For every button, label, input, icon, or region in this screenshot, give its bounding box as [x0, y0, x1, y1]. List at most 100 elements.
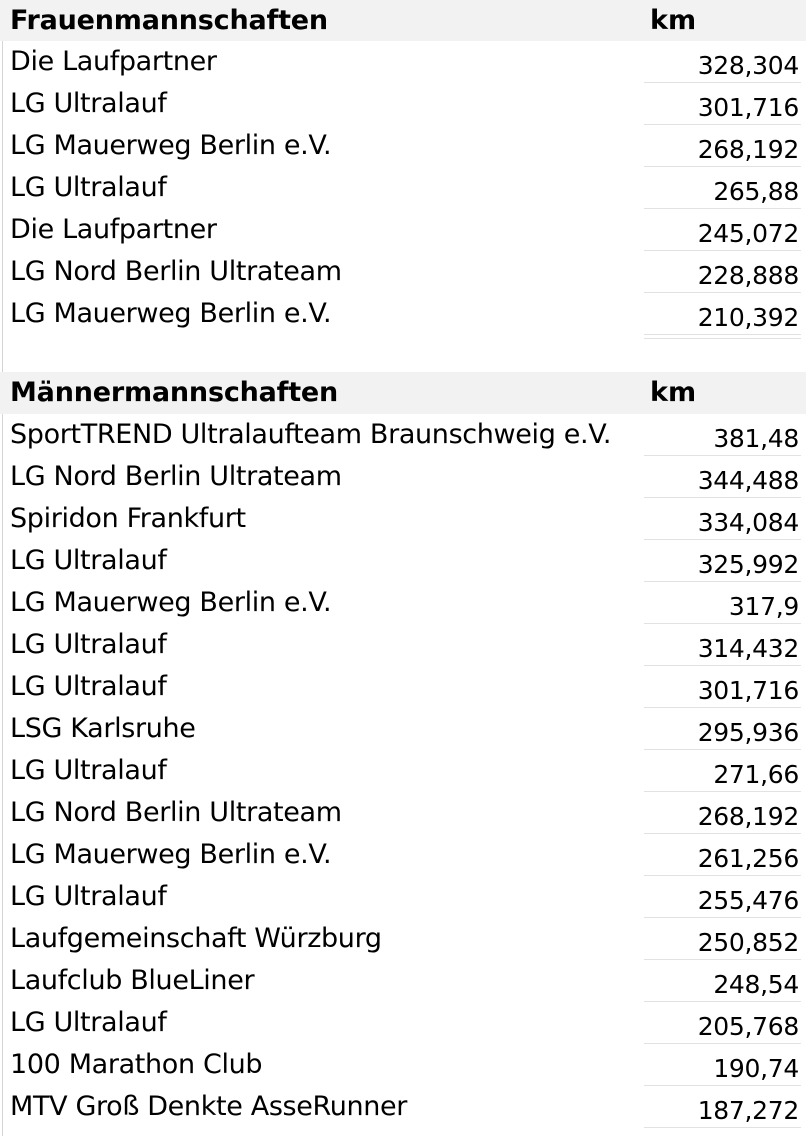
km-cell[interactable]: 295,936 — [644, 708, 801, 750]
team-name-cell[interactable]: LSG Karlsruhe — [10, 713, 196, 744]
team-name-cell[interactable]: Die Laufpartner — [10, 214, 217, 245]
km-value: 255,476 — [697, 886, 800, 915]
team-name-cell[interactable]: LG Mauerweg Berlin e.V. — [10, 587, 332, 618]
team-name-cell[interactable]: LG Nord Berlin Ultrateam — [10, 256, 342, 287]
table-row[interactable]: LG Nord Berlin Ultrateam 228,888 — [0, 251, 806, 293]
women-km-header-cell[interactable]: km — [644, 0, 801, 41]
men-header-row[interactable]: Männermannschaften km — [0, 372, 806, 414]
km-value: 250,852 — [697, 928, 800, 957]
team-name-cell[interactable]: LG Mauerweg Berlin e.V. — [10, 130, 332, 161]
km-value: 271,66 — [713, 760, 799, 789]
km-cell[interactable]: 205,768 — [644, 1002, 801, 1044]
team-name-cell[interactable]: LG Mauerweg Berlin e.V. — [10, 839, 332, 870]
table-row[interactable]: LG Ultralauf 205,768 — [0, 1002, 806, 1044]
km-value: 314,432 — [697, 634, 800, 663]
table-row[interactable]: LG Ultralauf 325,992 — [0, 540, 806, 582]
km-cell[interactable]: 317,9 — [644, 582, 801, 624]
km-value: 261,256 — [697, 844, 800, 873]
km-cell[interactable]: 301,716 — [644, 666, 801, 708]
women-km-header: km — [650, 5, 697, 36]
men-section-title[interactable]: Männermannschaften — [10, 377, 339, 408]
team-name-cell[interactable]: SportTREND Ultralaufteam Braunschweig e.… — [10, 419, 612, 450]
team-name-cell[interactable]: LG Nord Berlin Ultrateam — [10, 461, 342, 492]
km-cell[interactable]: 261,256 — [644, 834, 801, 876]
table-row[interactable]: Laufgemeinschaft Würzburg 250,852 — [0, 918, 806, 960]
table-row[interactable]: LG Nord Berlin Ultrateam 268,192 — [0, 792, 806, 834]
km-cell[interactable]: 255,476 — [644, 876, 801, 918]
km-value: 344,488 — [697, 466, 800, 495]
table-row[interactable]: LG Mauerweg Berlin e.V. 261,256 — [0, 834, 806, 876]
team-name-cell[interactable]: LG Mauerweg Berlin e.V. — [10, 298, 332, 329]
km-cell[interactable]: 250,852 — [644, 918, 801, 960]
table-row[interactable]: LG Ultralauf 255,476 — [0, 876, 806, 918]
team-name-cell[interactable]: LG Nord Berlin Ultrateam — [10, 797, 342, 828]
table-row[interactable]: LG Ultralauf 314,432 — [0, 624, 806, 666]
table-row[interactable]: LG Ultralauf 301,716 — [0, 666, 806, 708]
table-row[interactable]: Die Laufpartner 245,072 — [0, 209, 806, 251]
km-cell[interactable]: 334,084 — [644, 498, 801, 540]
team-name-cell[interactable]: Laufgemeinschaft Würzburg — [10, 923, 382, 954]
team-name-cell[interactable]: LG Ultralauf — [10, 1007, 167, 1038]
km-cell[interactable]: 228,888 — [644, 251, 801, 293]
team-name-cell[interactable]: LG Ultralauf — [10, 629, 167, 660]
team-name-cell[interactable]: LG Ultralauf — [10, 545, 167, 576]
km-value: 265,88 — [713, 177, 799, 206]
km-value: 268,192 — [697, 135, 800, 164]
team-name-cell[interactable]: Spiridon Frankfurt — [10, 503, 246, 534]
km-cell[interactable]: 301,716 — [644, 83, 801, 125]
km-value: 187,272 — [697, 1096, 800, 1125]
table-row[interactable]: SportTREND Ultralaufteam Braunschweig e.… — [0, 414, 806, 456]
km-cell[interactable]: 344,488 — [644, 456, 801, 498]
table-row[interactable]: 100 Marathon Club 190,74 — [0, 1044, 806, 1086]
sheet-left-gridline — [2, 0, 3, 1136]
table-row[interactable]: MTV Groß Denkte AsseRunner 187,272 — [0, 1086, 806, 1128]
km-cell[interactable]: 248,54 — [644, 960, 801, 1002]
km-cell[interactable]: 187,272 — [644, 1086, 801, 1128]
km-cell[interactable]: 271,66 — [644, 750, 801, 792]
table-row[interactable]: LG Nord Berlin Ultrateam 344,488 — [0, 456, 806, 498]
table-row[interactable]: LG Ultralauf 265,88 — [0, 167, 806, 209]
km-cell[interactable]: 328,304 — [644, 41, 801, 83]
km-value: 228,888 — [697, 261, 800, 290]
women-header-row[interactable]: Frauenmannschaften km — [0, 0, 806, 41]
team-name-cell[interactable]: LG Ultralauf — [10, 881, 167, 912]
table-row[interactable]: Spiridon Frankfurt 334,084 — [0, 498, 806, 540]
km-value: 205,768 — [697, 1012, 800, 1041]
km-value: 301,716 — [697, 93, 800, 122]
men-km-header-cell[interactable]: km — [644, 372, 801, 413]
km-cell[interactable]: 190,74 — [644, 1044, 801, 1086]
team-name-cell[interactable]: Die Laufpartner — [10, 46, 217, 77]
table-row[interactable]: LG Mauerweg Berlin e.V. 268,192 — [0, 125, 806, 167]
table-row[interactable]: LG Mauerweg Berlin e.V. 317,9 — [0, 582, 806, 624]
women-section-title[interactable]: Frauenmannschaften — [10, 5, 328, 36]
team-name-cell[interactable]: Laufclub BlueLiner — [10, 965, 255, 996]
table-row[interactable]: Laufclub BlueLiner 248,54 — [0, 960, 806, 1002]
team-name-cell[interactable]: 100 Marathon Club — [10, 1049, 263, 1080]
table-row[interactable]: Die Laufpartner 328,304 — [0, 41, 806, 83]
km-cell[interactable]: 268,192 — [644, 792, 801, 834]
km-cell[interactable]: 268,192 — [644, 125, 801, 167]
table-row[interactable]: LSG Karlsruhe 295,936 — [0, 708, 806, 750]
km-value: 210,392 — [697, 303, 800, 332]
empty-row[interactable] — [0, 335, 806, 373]
table-row[interactable]: LG Mauerweg Berlin e.V. 210,392 — [0, 293, 806, 335]
km-cell[interactable]: 381,48 — [644, 414, 801, 456]
km-cell[interactable]: 210,392 — [644, 293, 801, 335]
team-name-cell[interactable]: LG Ultralauf — [10, 172, 167, 203]
team-name-cell[interactable]: MTV Groß Denkte AsseRunner — [10, 1091, 408, 1122]
empty-km-cell[interactable] — [644, 338, 801, 373]
men-table: SportTREND Ultralaufteam Braunschweig e.… — [0, 414, 806, 1128]
team-name-cell[interactable]: LG Ultralauf — [10, 671, 167, 702]
km-cell[interactable]: 314,432 — [644, 624, 801, 666]
team-name-cell[interactable]: LG Ultralauf — [10, 755, 167, 786]
table-row[interactable]: LG Ultralauf 271,66 — [0, 750, 806, 792]
table-row[interactable]: LG Ultralauf 301,716 — [0, 83, 806, 125]
km-cell[interactable]: 265,88 — [644, 167, 801, 209]
km-value: 245,072 — [697, 219, 800, 248]
team-name-cell[interactable]: LG Ultralauf — [10, 88, 167, 119]
km-value: 301,716 — [697, 676, 800, 705]
km-cell[interactable]: 325,992 — [644, 540, 801, 582]
km-value: 268,192 — [697, 802, 800, 831]
km-cell[interactable]: 245,072 — [644, 209, 801, 251]
women-table: Die Laufpartner 328,304 LG Ultralauf 301… — [0, 41, 806, 335]
